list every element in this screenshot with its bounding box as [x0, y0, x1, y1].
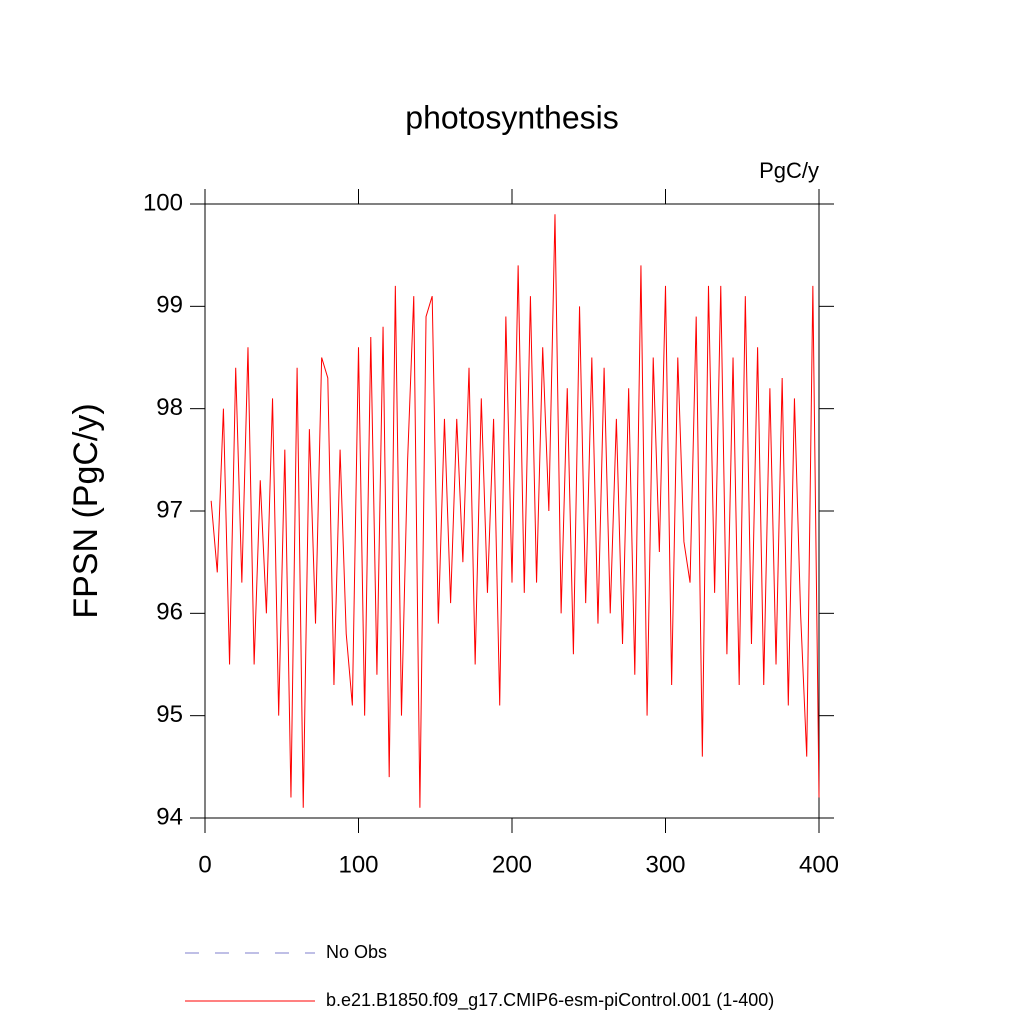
y-axis-label: FPSN (PgC/y)	[67, 403, 105, 618]
x-tick-label: 400	[799, 851, 839, 878]
units-label: PgC/y	[759, 158, 819, 183]
chart-title: photosynthesis	[405, 99, 618, 135]
x-tick-label: 200	[492, 851, 532, 878]
x-tick-label: 100	[338, 851, 378, 878]
x-tick-label: 0	[198, 851, 211, 878]
y-tick-label: 96	[156, 599, 183, 626]
y-tick-label: 97	[156, 496, 183, 523]
y-tick-label: 95	[156, 701, 183, 728]
y-tick-label: 94	[156, 803, 183, 830]
y-tick-label: 98	[156, 394, 183, 421]
data-line	[210, 214, 820, 808]
y-tick-label: 100	[143, 189, 183, 216]
legend-label: b.e21.B1850.f09_g17.CMIP6-esm-piControl.…	[326, 990, 774, 1011]
y-tick-label: 99	[156, 292, 183, 319]
plot-frame	[204, 203, 820, 819]
legend-label: No Obs	[326, 942, 387, 962]
x-tick-label: 300	[645, 851, 685, 878]
